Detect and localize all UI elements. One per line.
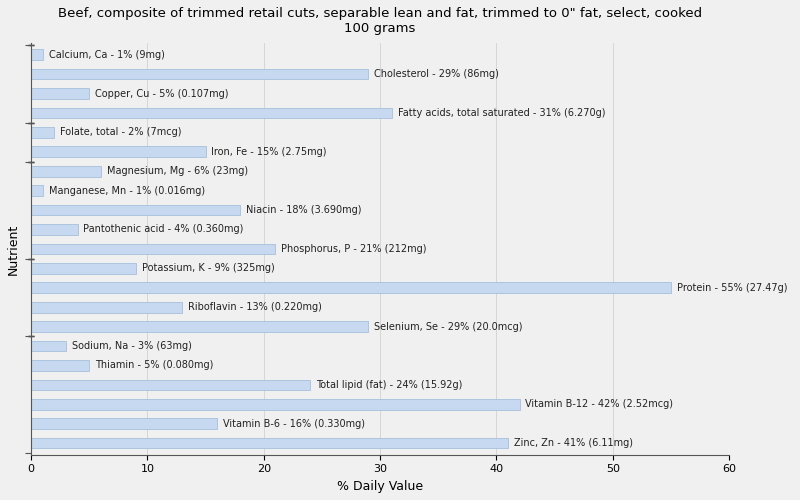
- Bar: [31, 186, 42, 196]
- Text: Protein - 55% (27.47g): Protein - 55% (27.47g): [677, 283, 787, 293]
- Bar: [31, 69, 369, 80]
- Text: Niacin - 18% (3.690mg): Niacin - 18% (3.690mg): [246, 205, 362, 215]
- Bar: [31, 224, 78, 235]
- Text: Iron, Fe - 15% (2.75mg): Iron, Fe - 15% (2.75mg): [211, 147, 327, 157]
- Text: Total lipid (fat) - 24% (15.92g): Total lipid (fat) - 24% (15.92g): [316, 380, 462, 390]
- Text: Sodium, Na - 3% (63mg): Sodium, Na - 3% (63mg): [72, 341, 192, 351]
- Bar: [31, 360, 90, 371]
- Bar: [31, 418, 217, 429]
- Bar: [31, 380, 310, 390]
- Bar: [31, 108, 392, 118]
- Bar: [31, 166, 101, 176]
- Text: Manganese, Mn - 1% (0.016mg): Manganese, Mn - 1% (0.016mg): [49, 186, 205, 196]
- Text: Copper, Cu - 5% (0.107mg): Copper, Cu - 5% (0.107mg): [95, 88, 229, 99]
- Y-axis label: Nutrient: Nutrient: [7, 224, 20, 274]
- Bar: [31, 438, 508, 448]
- Text: Magnesium, Mg - 6% (23mg): Magnesium, Mg - 6% (23mg): [106, 166, 248, 176]
- Text: Riboflavin - 13% (0.220mg): Riboflavin - 13% (0.220mg): [188, 302, 322, 312]
- Text: Folate, total - 2% (7mcg): Folate, total - 2% (7mcg): [60, 128, 182, 138]
- Bar: [31, 302, 182, 312]
- Text: Phosphorus, P - 21% (212mg): Phosphorus, P - 21% (212mg): [281, 244, 426, 254]
- Bar: [31, 88, 90, 99]
- Bar: [31, 50, 42, 60]
- Text: Pantothenic acid - 4% (0.360mg): Pantothenic acid - 4% (0.360mg): [83, 224, 244, 234]
- Bar: [31, 340, 66, 351]
- Text: Cholesterol - 29% (86mg): Cholesterol - 29% (86mg): [374, 69, 499, 79]
- Text: Fatty acids, total saturated - 31% (6.270g): Fatty acids, total saturated - 31% (6.27…: [398, 108, 605, 118]
- Bar: [31, 244, 275, 254]
- Text: Selenium, Se - 29% (20.0mcg): Selenium, Se - 29% (20.0mcg): [374, 322, 522, 332]
- Bar: [31, 282, 671, 293]
- X-axis label: % Daily Value: % Daily Value: [337, 480, 423, 493]
- Title: Beef, composite of trimmed retail cuts, separable lean and fat, trimmed to 0" fa: Beef, composite of trimmed retail cuts, …: [58, 7, 702, 35]
- Text: Vitamin B-6 - 16% (0.330mg): Vitamin B-6 - 16% (0.330mg): [223, 418, 365, 428]
- Bar: [31, 399, 520, 409]
- Bar: [31, 146, 206, 157]
- Text: Potassium, K - 9% (325mg): Potassium, K - 9% (325mg): [142, 264, 274, 274]
- Bar: [31, 263, 136, 274]
- Text: Thiamin - 5% (0.080mg): Thiamin - 5% (0.080mg): [95, 360, 214, 370]
- Text: Zinc, Zn - 41% (6.11mg): Zinc, Zn - 41% (6.11mg): [514, 438, 633, 448]
- Bar: [31, 322, 369, 332]
- Bar: [31, 127, 54, 138]
- Text: Calcium, Ca - 1% (9mg): Calcium, Ca - 1% (9mg): [49, 50, 164, 59]
- Bar: [31, 204, 241, 216]
- Text: Vitamin B-12 - 42% (2.52mcg): Vitamin B-12 - 42% (2.52mcg): [526, 400, 674, 409]
